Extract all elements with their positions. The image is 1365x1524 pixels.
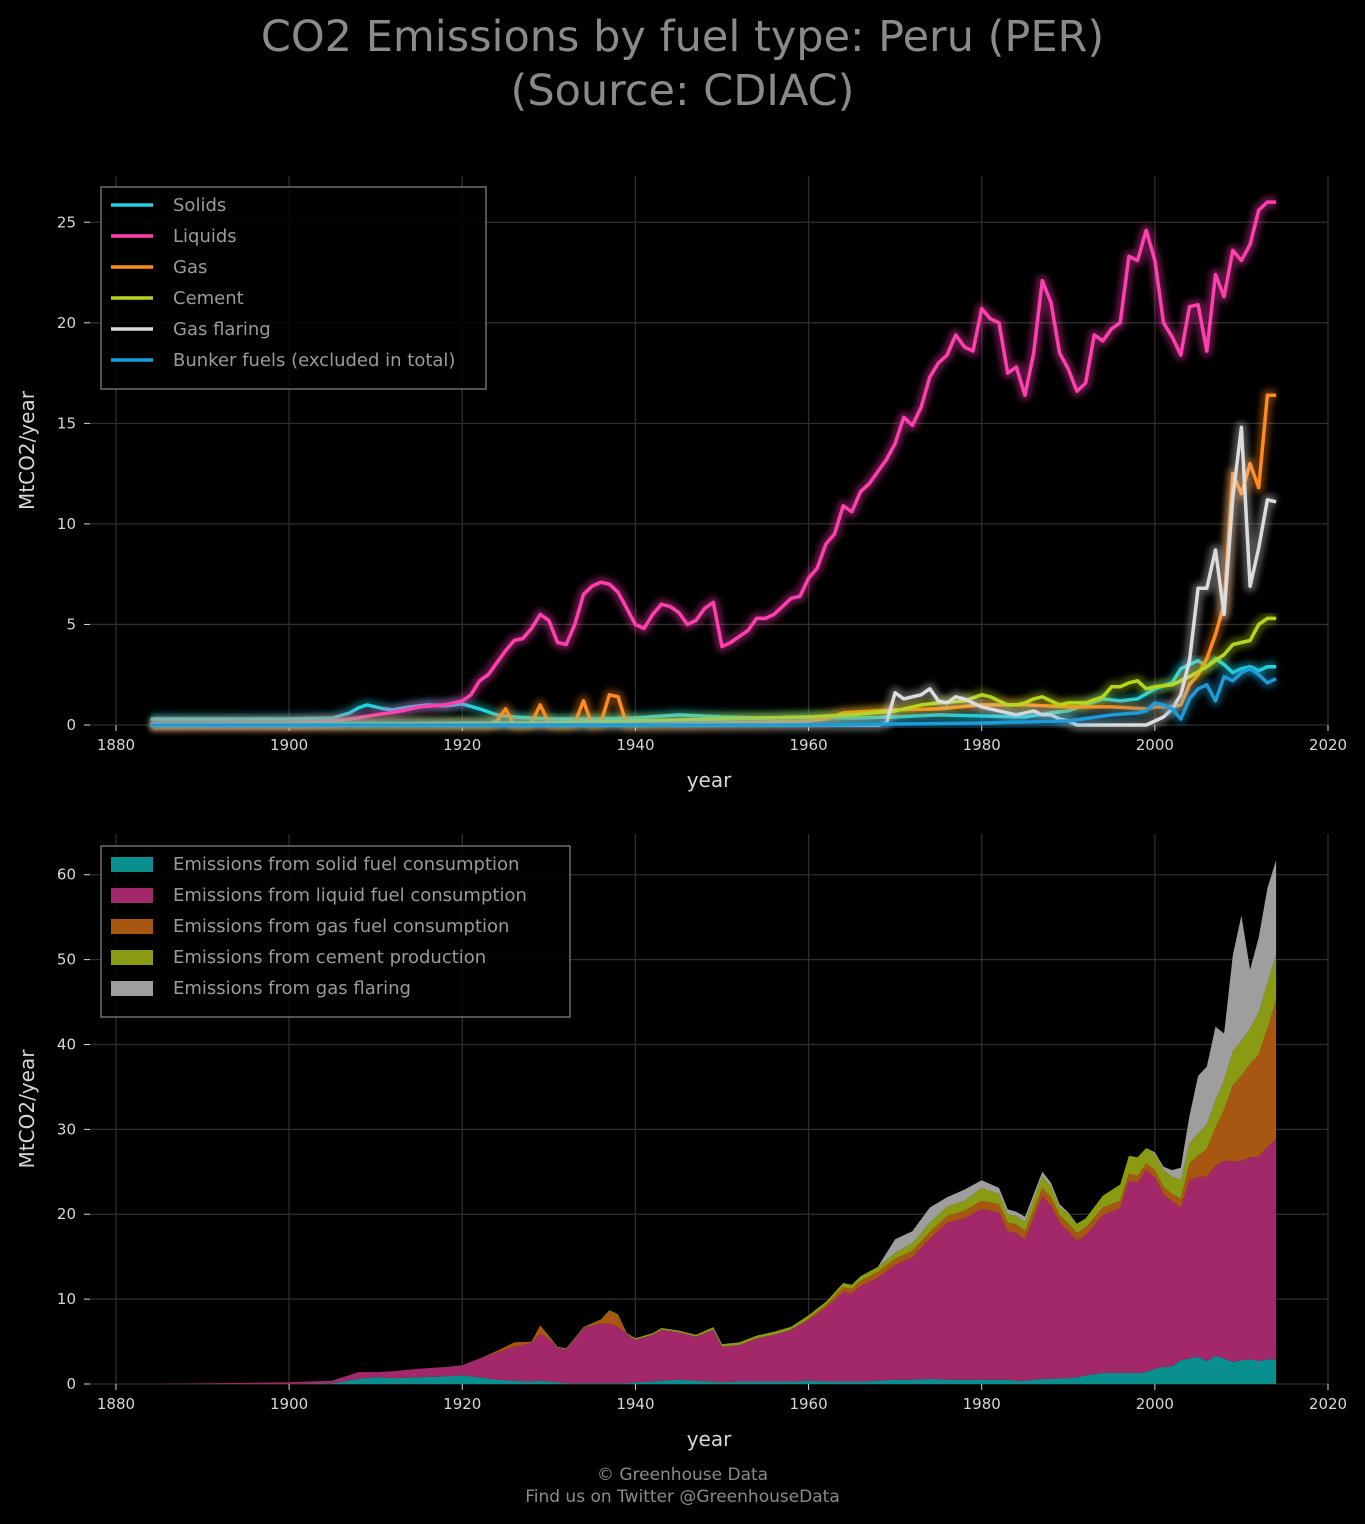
area-chart-y-axis-label: MtCO2/year: [15, 1049, 39, 1169]
area-chart-legend-swatch: [111, 888, 153, 903]
line-chart-legend-label: Liquids: [173, 226, 237, 247]
area-emissions-from-solid-fuel-consumption: [150, 1356, 1277, 1384]
line-chart-ytick-label: 25: [57, 213, 76, 231]
line-chart-legend-label: Bunker fuels (excluded in total): [173, 350, 455, 371]
line-chart-xtick-label: 1900: [270, 736, 308, 754]
area-chart-xtick-label: 2000: [1136, 1395, 1174, 1413]
title-line-2: (Source: CDIAC): [510, 66, 855, 116]
line-chart-xtick-label: 1960: [789, 736, 827, 754]
line-chart-xtick-label: 1920: [443, 736, 481, 754]
series-glow-gas-flaring: [150, 421, 1278, 731]
line-chart-xtick-label: 2020: [1309, 736, 1347, 754]
area-emissions-from-liquid-fuel-consumption: [150, 1138, 1277, 1384]
line-chart-legend-box: [100, 186, 487, 390]
series-line-cement: [150, 616, 1277, 727]
line-chart-ytick-label: 10: [57, 515, 76, 533]
series-line-gas: [150, 393, 1277, 727]
area-chart-ytick-label: 10: [57, 1290, 76, 1308]
line-chart-legend-label: Solids: [173, 195, 226, 216]
line-chart-legend-label: Gas: [173, 257, 207, 278]
copyright-text: © Greenhouse Data: [596, 1465, 769, 1485]
line-chart-ytick-label: 5: [66, 615, 76, 633]
twitter-text: Find us on Twitter @GreenhouseData: [525, 1487, 840, 1507]
area-chart-legend-label: Emissions from gas fuel consumption: [173, 916, 509, 937]
area-chart-legend-swatch: [111, 981, 153, 996]
area-chart-legend-swatch: [111, 857, 153, 872]
area-chart-legend-swatch: [111, 950, 153, 965]
line-chart-x-axis-label: year: [687, 768, 732, 792]
line-chart-panel: 1880 1900 1920 1940 1960 1980 2000 2020 0 5 10 15 20…: [15, 176, 1347, 792]
line-chart-xtick-label: 1980: [963, 736, 1001, 754]
area-chart-ytick-label: 20: [57, 1205, 76, 1223]
area-chart-xtick-label: 1940: [616, 1395, 654, 1413]
area-chart-ytick-label: 50: [57, 951, 76, 969]
line-chart-y-axis-label: MtCO2/year: [15, 390, 39, 510]
area-chart-xtick-label: 2020: [1309, 1395, 1347, 1413]
area-chart-legend-label: Emissions from cement production: [173, 947, 486, 968]
line-chart-xtick-label: 1940: [616, 736, 654, 754]
area-chart-ytick-label: 30: [57, 1120, 76, 1138]
series-line-gas-flaring: [150, 425, 1277, 727]
area-chart-legend-label: Emissions from solid fuel consumption: [173, 854, 519, 875]
area-chart-xtick-label: 1920: [443, 1395, 481, 1413]
series-line-liquids: [150, 200, 1277, 726]
line-chart-xtick-label: 2000: [1136, 736, 1174, 754]
series-line-bunker-fuels-excluded-in-total: [150, 666, 1277, 727]
stacked-area-chart-panel: 1880 1900 1920 1940 1960 1980 2000 2020 0 10 20 30 4…: [15, 834, 1347, 1451]
area-chart-legend-box: [100, 845, 571, 1018]
area-chart-ytick-label: 60: [57, 866, 76, 884]
area-chart-xtick-label: 1900: [270, 1395, 308, 1413]
series-glow-gas: [150, 389, 1277, 731]
line-chart-xtick-label: 1880: [97, 736, 135, 754]
area-chart-legend-label: Emissions from gas flaring: [173, 978, 411, 999]
line-chart-legend-label: Cement: [173, 288, 244, 309]
line-chart-ytick-label: 15: [57, 414, 76, 432]
figure-title: CO2 Emissions by fuel type: Peru (PER) (…: [0, 10, 1365, 118]
area-chart-xtick-label: 1980: [963, 1395, 1001, 1413]
area-chart-ytick-label: 0: [66, 1375, 76, 1393]
area-chart-xtick-label: 1880: [97, 1395, 135, 1413]
area-chart-x-axis-label: year: [687, 1427, 732, 1451]
line-chart-ytick-label: 0: [66, 716, 76, 734]
area-chart-xtick-label: 1960: [789, 1395, 827, 1413]
title-line-1: CO2 Emissions by fuel type: Peru (PER): [260, 12, 1105, 62]
line-chart-legend-label: Gas flaring: [173, 319, 271, 340]
area-chart-legend-label: Emissions from liquid fuel consumption: [173, 885, 527, 906]
area-chart-ytick-label: 40: [57, 1035, 76, 1053]
area-chart-legend-swatch: [111, 919, 153, 934]
footer: © Greenhouse Data Find us on Twitter @Gr…: [0, 1464, 1365, 1508]
line-chart-ytick-label: 20: [57, 314, 76, 332]
